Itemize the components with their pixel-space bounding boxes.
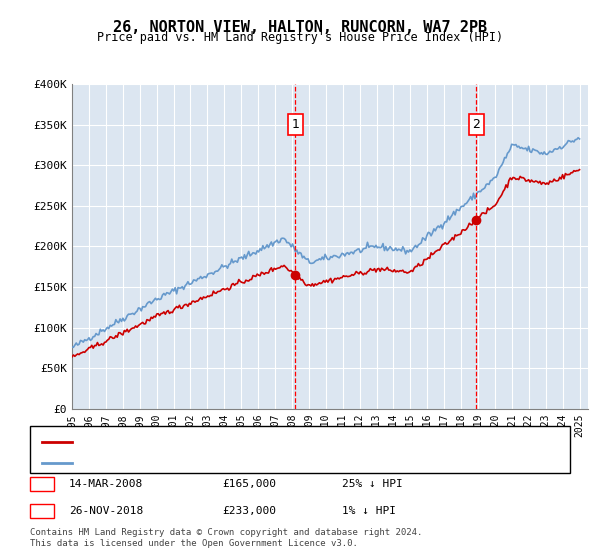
- Text: 25% ↓ HPI: 25% ↓ HPI: [342, 479, 403, 489]
- Text: 2: 2: [38, 506, 46, 516]
- Text: 26-NOV-2018: 26-NOV-2018: [69, 506, 143, 516]
- Text: 1% ↓ HPI: 1% ↓ HPI: [342, 506, 396, 516]
- Text: 2: 2: [472, 118, 480, 131]
- Text: £165,000: £165,000: [222, 479, 276, 489]
- Text: 26, NORTON VIEW, HALTON, RUNCORN, WA7 2PB: 26, NORTON VIEW, HALTON, RUNCORN, WA7 2P…: [113, 20, 487, 35]
- Text: 1: 1: [292, 118, 299, 131]
- Text: £233,000: £233,000: [222, 506, 276, 516]
- Text: 1: 1: [38, 479, 46, 489]
- Text: Contains HM Land Registry data © Crown copyright and database right 2024.
This d: Contains HM Land Registry data © Crown c…: [30, 528, 422, 548]
- Text: 26, NORTON VIEW, HALTON, RUNCORN, WA7 2PB (detached house): 26, NORTON VIEW, HALTON, RUNCORN, WA7 2P…: [78, 437, 440, 447]
- Text: Price paid vs. HM Land Registry's House Price Index (HPI): Price paid vs. HM Land Registry's House …: [97, 31, 503, 44]
- Text: 14-MAR-2008: 14-MAR-2008: [69, 479, 143, 489]
- Text: HPI: Average price, detached house, Halton: HPI: Average price, detached house, Halt…: [78, 458, 341, 468]
